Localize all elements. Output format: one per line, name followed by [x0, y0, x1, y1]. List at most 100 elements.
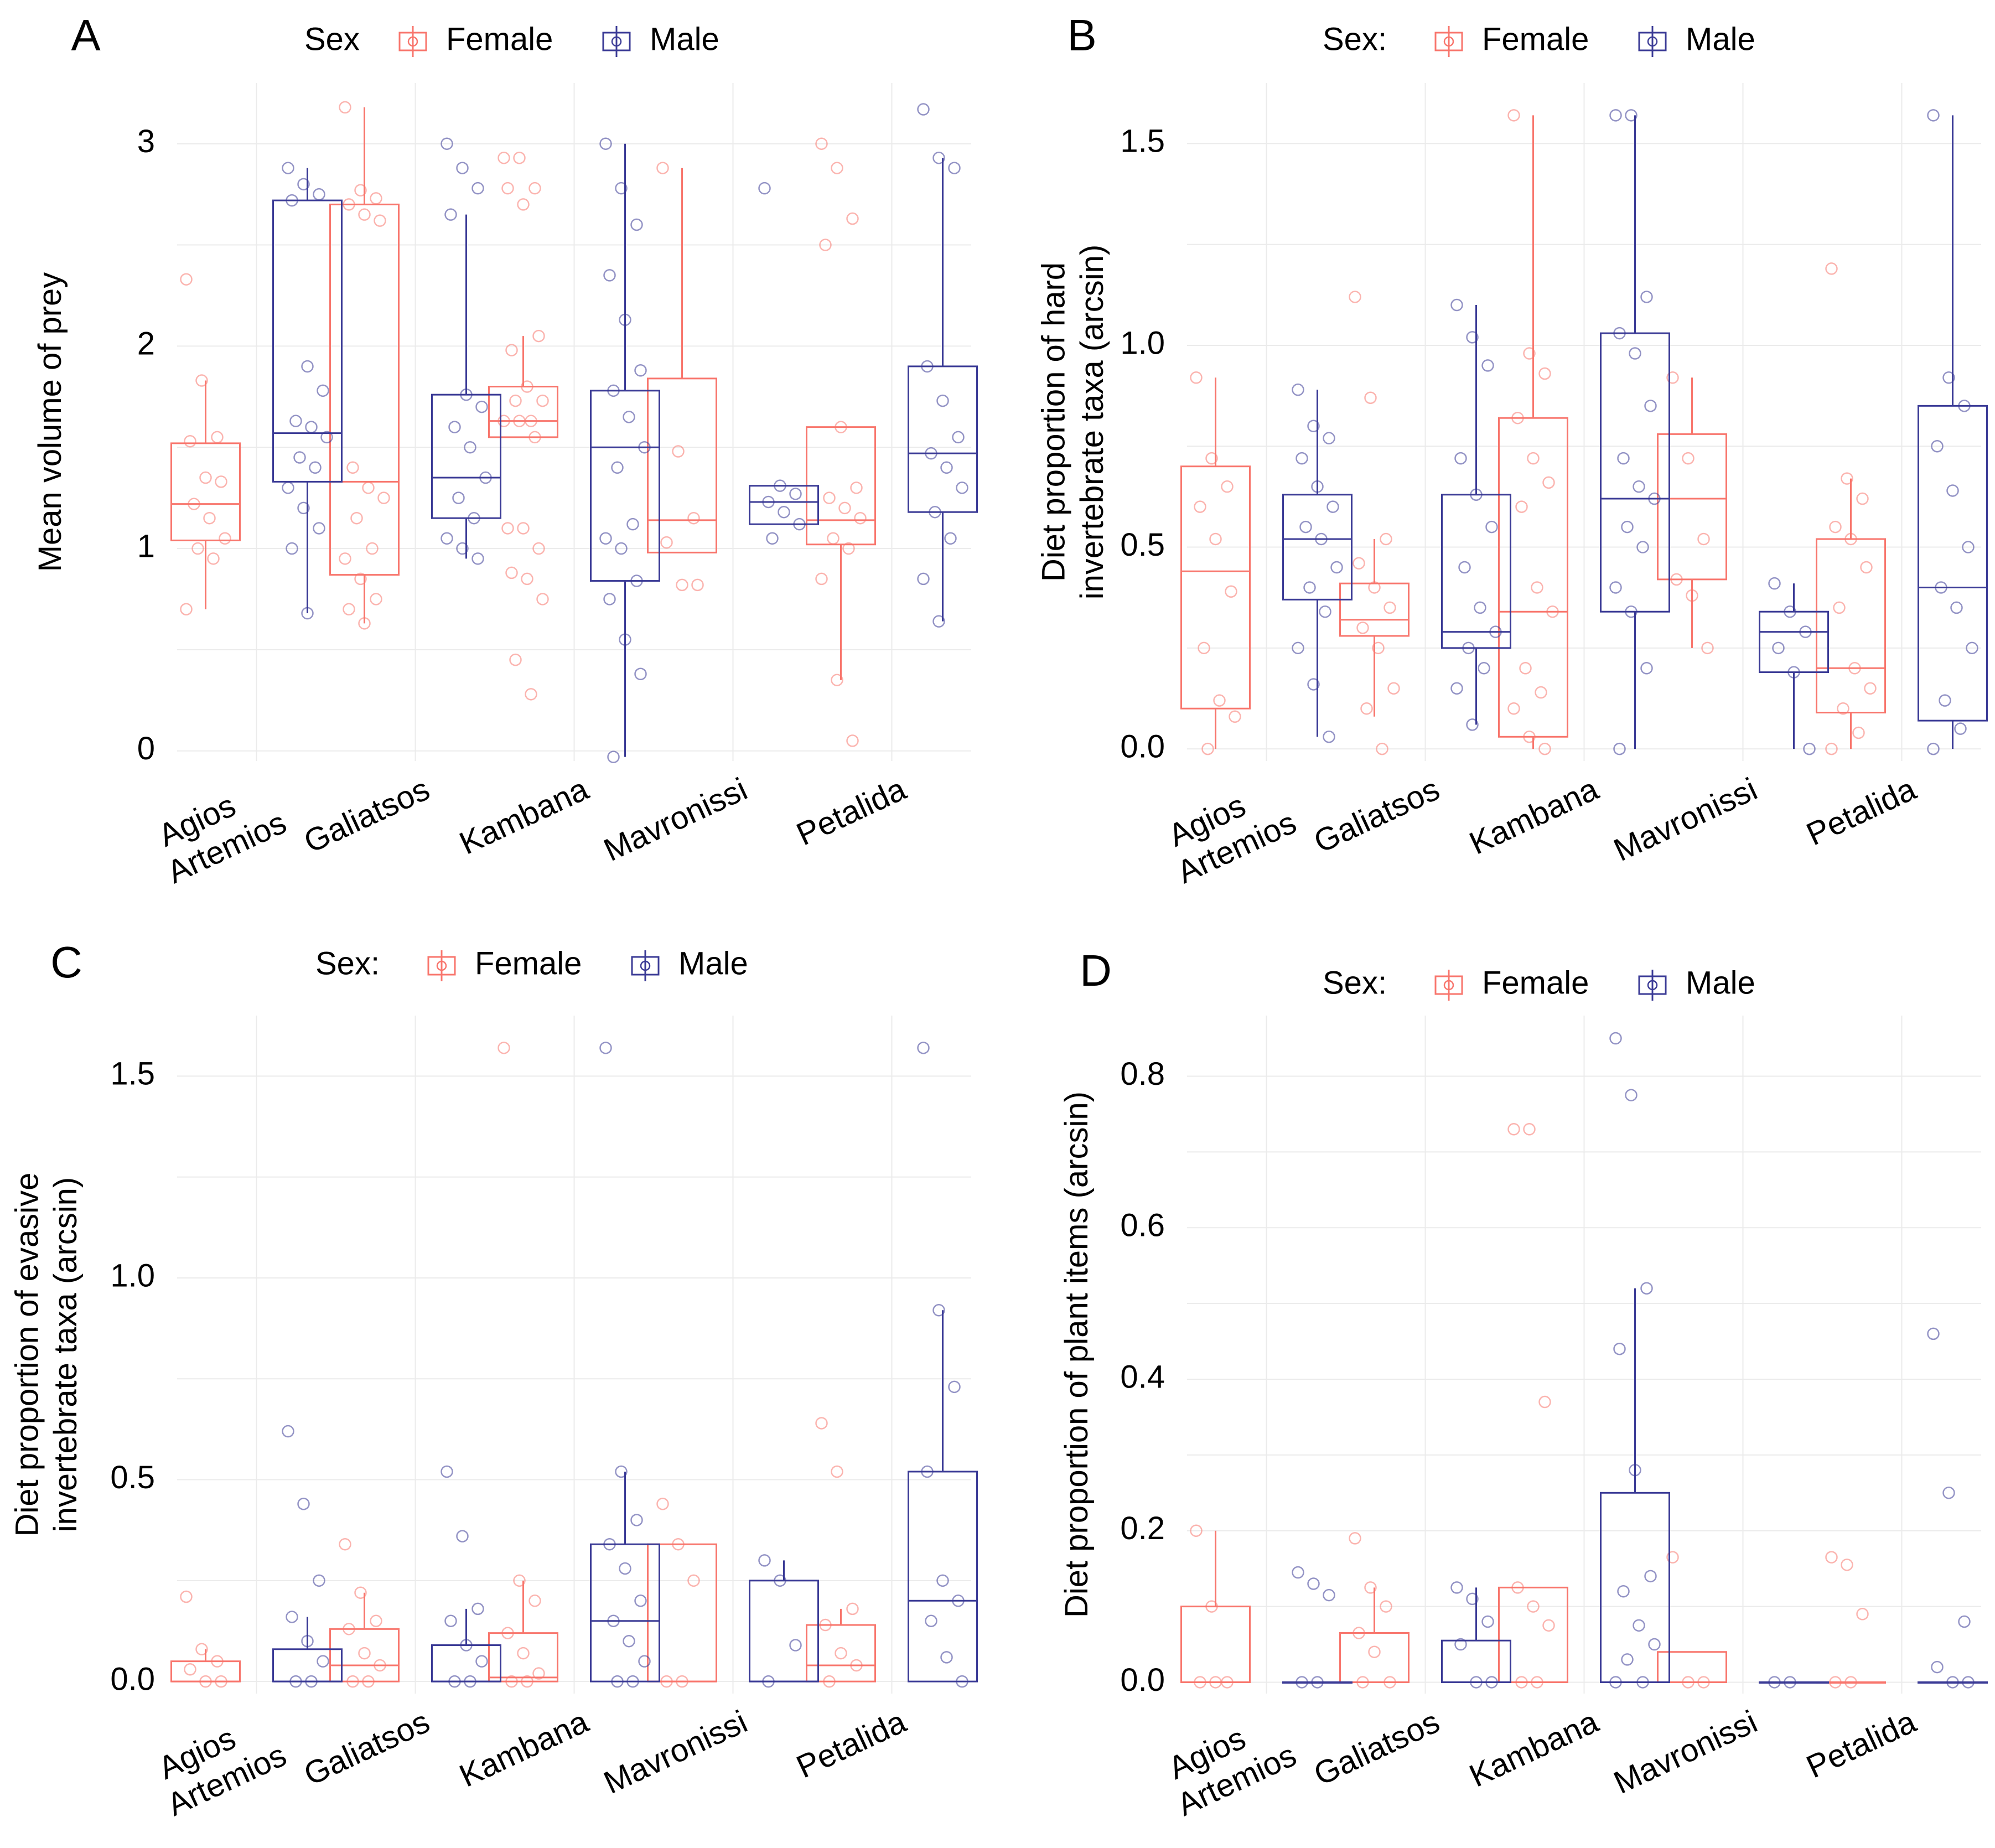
box-male — [431, 1465, 501, 1688]
data-point — [1784, 605, 1796, 618]
data-point — [471, 182, 484, 195]
data-point — [521, 380, 533, 393]
data-point — [343, 198, 355, 211]
box-female — [647, 162, 717, 592]
data-point — [444, 1614, 457, 1627]
data-point — [656, 1498, 669, 1510]
data-point — [320, 431, 333, 444]
data-point — [1640, 662, 1653, 675]
data-point — [282, 482, 294, 494]
data-point — [1666, 1551, 1679, 1564]
data-point — [1648, 492, 1661, 505]
data-point — [1519, 662, 1532, 675]
data-point — [1454, 452, 1467, 465]
data-point — [838, 501, 851, 515]
data-point — [623, 1634, 635, 1648]
box-iqr — [1282, 494, 1353, 601]
data-point — [479, 471, 492, 484]
box-male — [1282, 383, 1353, 743]
data-point — [313, 188, 325, 201]
y-tick-label: 0.4 — [1120, 1359, 1165, 1395]
data-point — [370, 192, 382, 205]
x-tick-label-line: Petalida — [1801, 1704, 1922, 1785]
data-point — [626, 1675, 639, 1688]
x-tick-label-line: Mavronissi — [1608, 771, 1763, 868]
box-male — [1282, 1566, 1353, 1689]
y-tick-label: 0 — [137, 731, 155, 767]
panel-d: D 0.0 0.2 0.4 0.6 0.8 Diet proportion of plant… — [1059, 946, 1988, 1823]
data-point — [599, 137, 612, 150]
x-tick-label: Mavronissi — [1608, 1704, 1763, 1801]
data-point — [1538, 367, 1551, 380]
data-point — [362, 482, 375, 494]
data-point — [219, 532, 231, 545]
data-point — [374, 1659, 386, 1672]
y-axis-label-line: Mean volume of prey — [32, 272, 68, 572]
data-point — [199, 471, 212, 484]
data-point — [1844, 532, 1857, 546]
data-point — [1511, 411, 1524, 425]
data-point — [362, 1675, 375, 1688]
data-point — [1958, 400, 1971, 412]
data-point — [517, 198, 530, 211]
y-tick-label: 1.5 — [110, 1056, 155, 1092]
data-point — [1613, 327, 1626, 340]
x-tick-label-line: Mavronissi — [598, 771, 753, 868]
data-point — [1307, 1577, 1320, 1590]
data-point — [1927, 1327, 1940, 1340]
box-female — [647, 1498, 717, 1688]
data-point — [346, 461, 359, 474]
x-tick-label-line: Galiatsos — [1308, 771, 1445, 860]
x-tick-label: Kambana — [454, 771, 594, 862]
box-iqr — [806, 1624, 876, 1683]
legend-key-box — [1638, 975, 1667, 995]
y-axis-label: Diet proportion of hardinvertebrate taxa… — [1035, 245, 1110, 599]
data-point — [1221, 480, 1234, 493]
data-point — [611, 1675, 624, 1688]
x-tick-label: AgiosArtemios — [146, 771, 292, 891]
data-point — [1198, 641, 1210, 655]
data-point — [615, 542, 628, 555]
data-point — [1844, 1676, 1857, 1689]
data-point — [956, 1675, 968, 1688]
data-point — [1205, 1600, 1218, 1613]
data-point — [1531, 1676, 1543, 1689]
data-point — [948, 162, 961, 174]
x-tick-label: Galiatsos — [1308, 1704, 1445, 1793]
data-point — [932, 1304, 945, 1317]
box-male — [272, 162, 343, 620]
y-tick-label: 1.5 — [1120, 123, 1165, 159]
data-point — [1450, 682, 1463, 695]
x-tick-label-line: Petalida — [791, 771, 912, 853]
data-point — [1640, 1282, 1653, 1295]
box-male — [590, 137, 660, 763]
data-point — [1942, 371, 1955, 384]
grid — [177, 83, 971, 761]
data-point — [676, 578, 688, 592]
data-point — [599, 1042, 612, 1054]
x-tick-label-line: Petalida — [791, 1704, 912, 1785]
data-point — [1958, 1615, 1971, 1628]
data-point — [1625, 1089, 1638, 1101]
box-iqr — [908, 365, 978, 513]
data-point — [846, 212, 859, 225]
data-point — [615, 1465, 628, 1478]
legend-label: Female — [1482, 965, 1589, 1001]
data-point — [1450, 298, 1463, 312]
data-point — [815, 137, 828, 150]
data-point — [774, 479, 786, 492]
box-iqr — [1657, 433, 1727, 581]
data-point — [191, 542, 204, 555]
data-point — [1686, 589, 1698, 602]
data-point — [815, 572, 828, 586]
data-point — [1360, 702, 1373, 715]
data-point — [536, 593, 549, 605]
data-point — [532, 329, 545, 343]
legend-key-box — [602, 32, 631, 51]
data-point — [762, 1675, 775, 1688]
data-point — [448, 421, 461, 433]
data-point — [286, 542, 298, 555]
data-point — [623, 411, 635, 423]
y-tick-label: 1.0 — [1120, 325, 1165, 361]
data-point — [498, 1042, 510, 1054]
